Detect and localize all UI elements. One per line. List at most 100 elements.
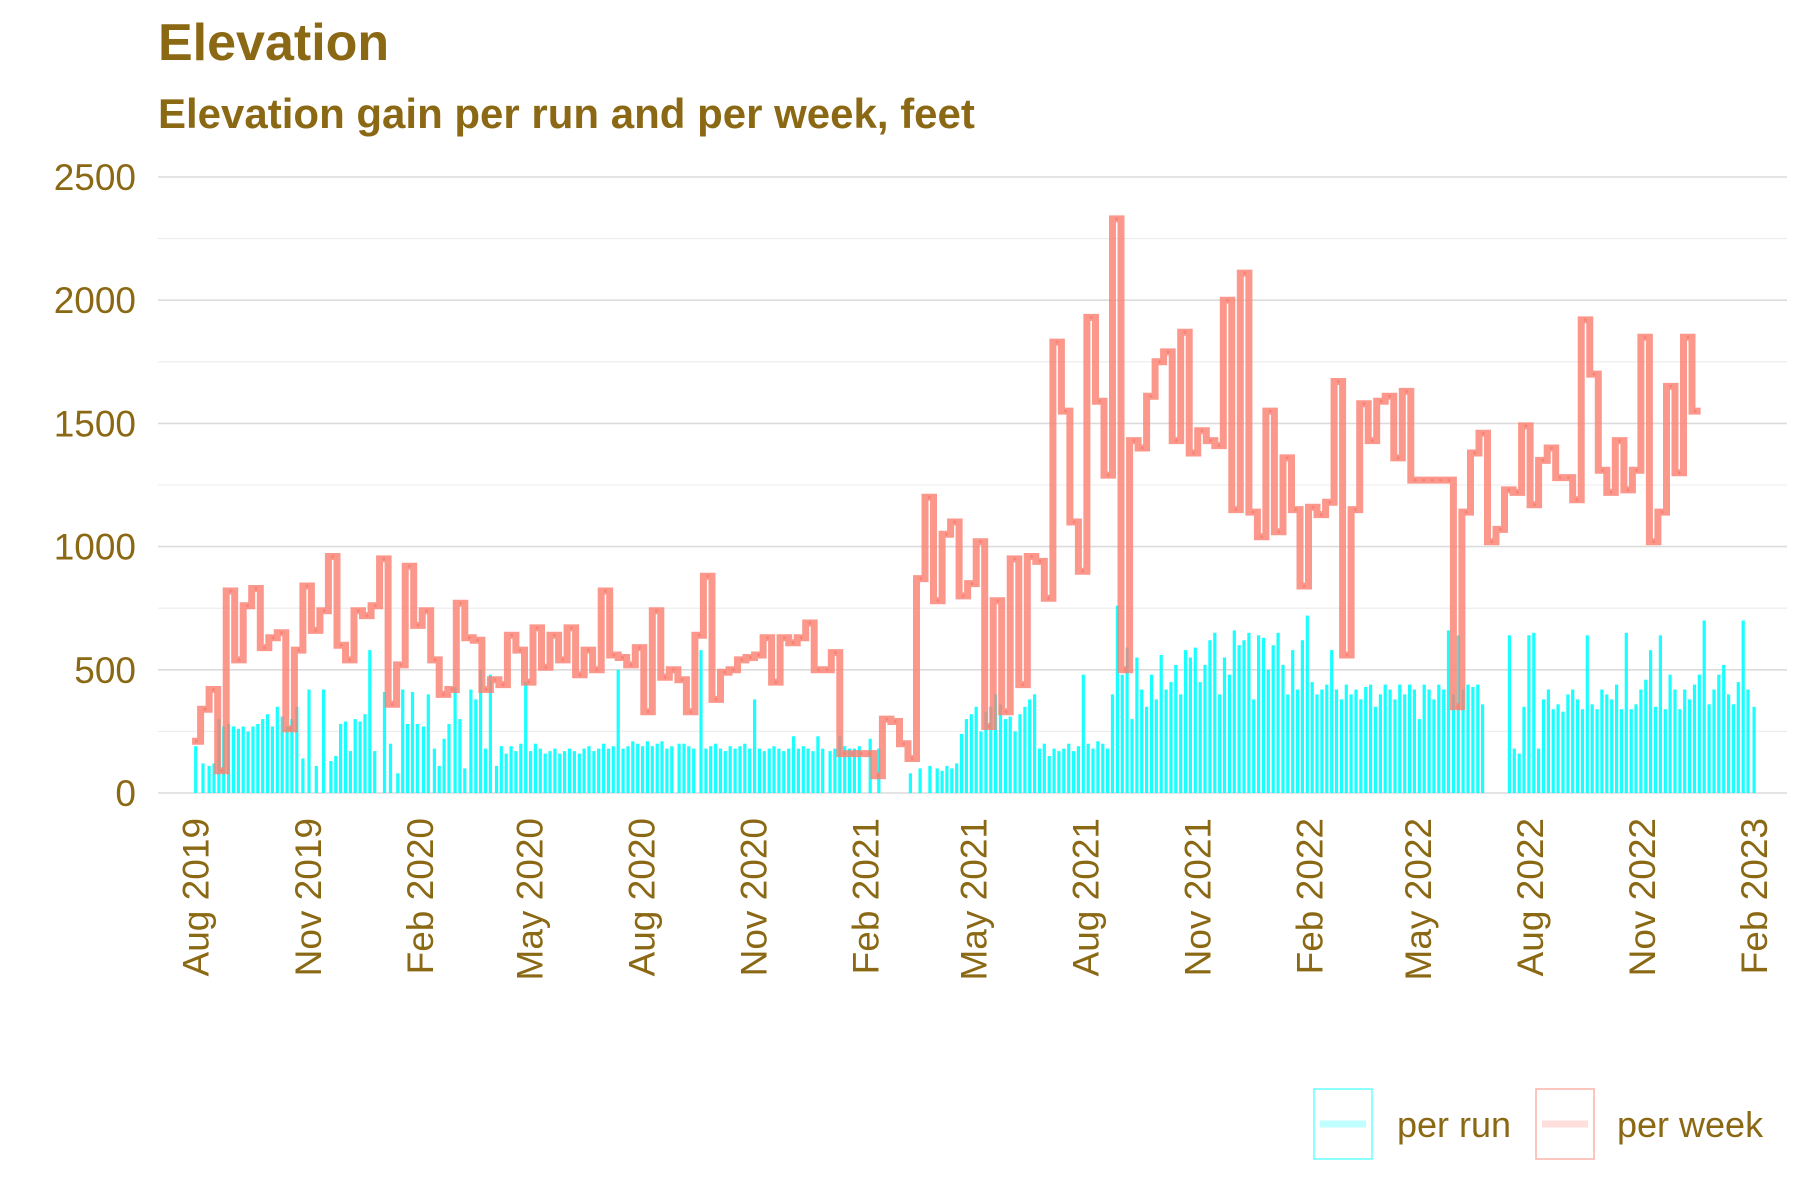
run-bar: [261, 719, 265, 793]
week-point: [1686, 335, 1690, 339]
run-bar: [1028, 699, 1032, 793]
week-point: [1396, 456, 1400, 460]
run-bar: [348, 751, 352, 793]
week-point: [1549, 446, 1553, 450]
week-point: [893, 720, 897, 723]
run-bar: [1571, 689, 1575, 793]
run-bar: [1398, 684, 1402, 793]
run-bar: [1527, 635, 1531, 793]
run-bar: [488, 674, 492, 793]
week-point: [1353, 508, 1357, 512]
run-bar: [1086, 743, 1090, 793]
run-bar: [1072, 751, 1076, 793]
run-bar: [275, 706, 279, 793]
run-bar: [256, 724, 260, 793]
run-bar: [969, 714, 973, 793]
x-tick-label: Feb 2022: [1290, 818, 1331, 974]
run-bar: [1334, 689, 1339, 793]
week-point: [629, 663, 633, 667]
run-bar: [322, 689, 326, 793]
week-point: [348, 658, 352, 662]
run-bar: [295, 706, 299, 793]
run-bar: [682, 743, 686, 793]
run-bar: [772, 746, 776, 793]
run-bar: [1198, 682, 1202, 793]
run-bar: [1481, 704, 1485, 793]
y-tick-label: 2500: [54, 157, 136, 198]
run-bar: [231, 726, 236, 793]
run-bar: [1033, 694, 1037, 793]
week-point: [1243, 271, 1247, 275]
week-point: [1166, 350, 1170, 354]
run-bar: [432, 748, 436, 793]
run-bar: [509, 746, 513, 793]
run-bar: [1164, 689, 1168, 793]
run-bar: [1242, 640, 1246, 793]
run-bar: [246, 731, 250, 793]
week-point: [390, 702, 394, 706]
run-bar: [998, 704, 1003, 793]
run-bar: [396, 773, 400, 793]
run-bar: [650, 746, 654, 793]
week-point: [655, 609, 659, 613]
run-bar: [553, 748, 557, 793]
run-bar: [935, 768, 939, 793]
week-point: [297, 648, 301, 652]
run-bar: [1232, 630, 1236, 793]
run-bar: [1456, 635, 1460, 793]
x-tick-label: May 2021: [954, 818, 995, 981]
run-bar: [950, 768, 954, 793]
run-bar: [1727, 694, 1731, 793]
week-point: [356, 609, 360, 613]
week-point: [1592, 372, 1596, 376]
run-bar: [1629, 709, 1633, 793]
week-point: [1183, 330, 1187, 334]
run-bar: [1378, 694, 1382, 793]
run-bar: [1707, 704, 1711, 793]
week-point: [578, 673, 582, 677]
run-bar: [1566, 694, 1570, 793]
run-bar: [847, 748, 852, 793]
run-bar: [567, 748, 572, 793]
week-point: [1192, 451, 1195, 455]
run-bar: [762, 751, 766, 793]
week-point: [1294, 508, 1298, 512]
run-bar: [1422, 684, 1426, 793]
week-point: [936, 599, 940, 603]
week-point: [1524, 424, 1528, 428]
week-point: [433, 658, 437, 662]
run-bar: [1008, 716, 1012, 793]
run-bar: [483, 748, 488, 793]
week-point: [697, 633, 701, 637]
run-bar: [280, 716, 284, 793]
week-point: [1515, 490, 1519, 494]
run-bar: [1266, 669, 1270, 793]
week-point: [910, 757, 914, 760]
week-point: [782, 636, 786, 640]
run-bar: [1042, 743, 1046, 793]
run-bar: [1619, 709, 1623, 793]
week-point: [757, 653, 761, 657]
week-point: [1328, 500, 1332, 504]
run-bar: [918, 768, 922, 793]
run-bar: [1649, 650, 1653, 793]
run-bar: [1325, 684, 1329, 793]
run-bar: [1130, 719, 1134, 793]
run-bar: [1532, 632, 1536, 793]
run-bar: [1702, 620, 1706, 793]
week-point: [1498, 527, 1502, 531]
week-point: [271, 636, 275, 640]
run-bar: [1595, 709, 1599, 793]
run-bar: [1561, 711, 1565, 793]
week-point: [1268, 409, 1272, 413]
run-bar: [821, 748, 825, 793]
run-bar: [1184, 650, 1188, 793]
week-point: [1047, 596, 1051, 600]
run-bar: [1507, 635, 1511, 793]
run-bar: [1276, 632, 1280, 793]
run-bar: [201, 763, 205, 793]
run-bar: [984, 711, 988, 793]
week-point: [1209, 439, 1212, 443]
week-point: [373, 604, 377, 608]
week-point: [1677, 471, 1681, 475]
